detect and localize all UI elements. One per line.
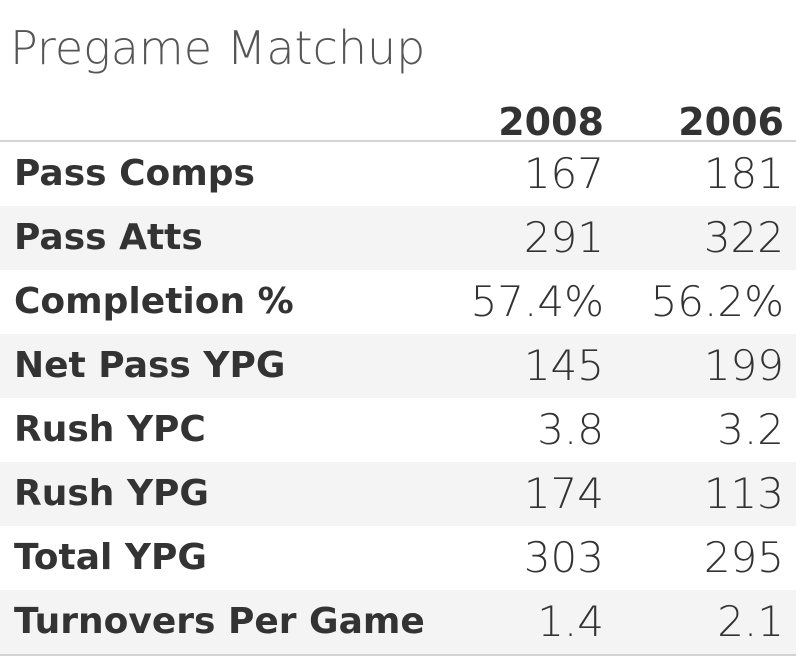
table-header: 2008 2006: [0, 100, 796, 142]
row-label: Rush YPC: [14, 409, 206, 450]
value-2006: 181: [703, 149, 784, 198]
table-row: Total YPG 303 295: [0, 526, 796, 590]
table-row: Pass Atts 291 322: [0, 206, 796, 270]
table-row: Turnovers Per Game 1.4 2.1: [0, 590, 796, 654]
value-2008: 303: [523, 533, 604, 582]
matchup-table: 2008 2006 Pass Comps 167 181 Pass Atts 2…: [0, 100, 796, 656]
value-2008: 3.8: [537, 405, 604, 454]
row-label: Completion %: [14, 281, 294, 322]
row-label: Rush YPG: [14, 473, 209, 514]
value-2006: 113: [703, 469, 784, 518]
value-2008: 167: [523, 149, 604, 198]
value-2008: 57.4%: [470, 277, 604, 326]
table-row: Rush YPC 3.8 3.2: [0, 398, 796, 462]
column-header-2006[interactable]: 2006: [678, 100, 784, 144]
value-2008: 174: [523, 469, 604, 518]
value-2006: 295: [703, 533, 784, 582]
value-2006: 199: [703, 341, 784, 390]
table-row: Completion % 57.4% 56.2%: [0, 270, 796, 334]
value-2008: 1.4: [537, 597, 604, 646]
value-2006: 322: [703, 213, 784, 262]
table-row: Rush YPG 174 113: [0, 462, 796, 526]
table-row: Pass Comps 167 181: [0, 142, 796, 206]
column-header-2008[interactable]: 2008: [498, 100, 604, 144]
value-2008: 291: [523, 213, 604, 262]
value-2006: 56.2%: [650, 277, 784, 326]
row-label: Net Pass YPG: [14, 345, 286, 386]
value-2006: 2.1: [717, 597, 784, 646]
row-label: Turnovers Per Game: [14, 601, 425, 642]
row-label: Pass Atts: [14, 217, 203, 258]
page-title: Pregame Matchup: [10, 21, 426, 75]
row-label: Total YPG: [14, 537, 207, 578]
value-2006: 3.2: [717, 405, 784, 454]
table-row: Net Pass YPG 145 199: [0, 334, 796, 398]
value-2008: 145: [523, 341, 604, 390]
row-label: Pass Comps: [14, 153, 255, 194]
